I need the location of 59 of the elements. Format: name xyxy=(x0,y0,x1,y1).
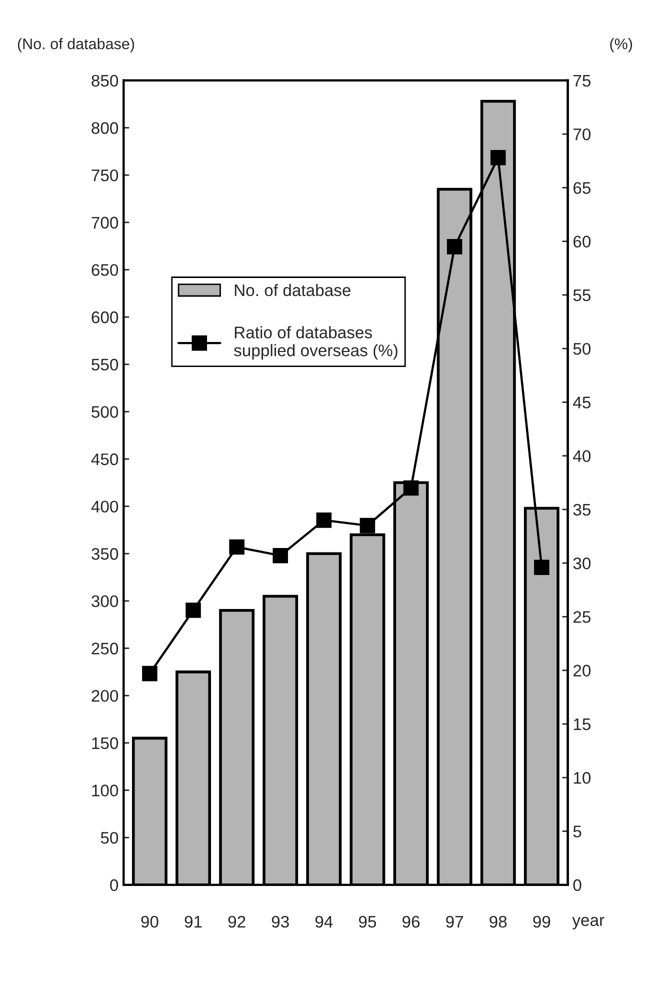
x-tick-label: 94 xyxy=(315,916,333,928)
x-tick-label: 99 xyxy=(533,916,550,928)
point xyxy=(316,512,332,528)
y2-tick-label: 15 xyxy=(574,718,590,730)
point xyxy=(446,239,462,254)
y-tick-label: 50 xyxy=(100,832,118,844)
x-axis-title: year xyxy=(572,916,604,930)
y-tick-label: 250 xyxy=(92,642,118,654)
y-tick-label: 150 xyxy=(92,737,118,750)
y2-tick-label: 75 xyxy=(574,75,590,87)
y-tick-label: 350 xyxy=(92,548,118,560)
point xyxy=(490,150,506,166)
y2-tick-label: 5 xyxy=(573,826,582,838)
point xyxy=(272,548,288,564)
y-tick-label: 850 xyxy=(92,74,118,87)
y2-axis-title: (%) xyxy=(610,38,632,52)
x-tick-label: 92 xyxy=(228,916,246,928)
legend-label: Ratio of databases supplied overseas (%) xyxy=(234,326,398,360)
y2-tick-label: 30 xyxy=(573,557,591,570)
y2-tick-label: 25 xyxy=(574,611,590,623)
y2-tick-label: 35 xyxy=(573,504,590,516)
x-tick-label: 95 xyxy=(358,916,376,928)
y2-tick-label: 65 xyxy=(574,182,590,194)
point xyxy=(186,602,201,618)
y-tick-label: 300 xyxy=(92,595,118,608)
y-tick-label: 700 xyxy=(92,216,118,229)
y-tick-label: 600 xyxy=(92,311,118,324)
y2-tick-label: 40 xyxy=(573,450,591,462)
y-tick-label: 500 xyxy=(92,406,118,418)
y-tick-label: 550 xyxy=(92,358,118,371)
x-tick-label: 96 xyxy=(402,916,420,928)
y2-tick-label: 50 xyxy=(573,342,591,355)
y2-tick-label: 20 xyxy=(574,664,591,677)
y2-tick-label: 45 xyxy=(573,396,590,408)
x-tick-label: 97 xyxy=(446,916,463,928)
y2-tick-label: 10 xyxy=(574,772,591,784)
point xyxy=(403,480,419,496)
point xyxy=(360,518,376,534)
y-tick-label: 100 xyxy=(92,784,118,796)
x-tick-label: 98 xyxy=(490,916,507,928)
y2-tick-label: 60 xyxy=(574,236,591,248)
point xyxy=(534,560,550,576)
point xyxy=(142,666,158,682)
y2-tick-label: 55 xyxy=(573,290,590,302)
x-tick-label: 93 xyxy=(272,916,289,928)
y2-tick-label: 70 xyxy=(574,128,591,140)
x-tick-label: 90 xyxy=(141,916,158,928)
y-tick-label: 650 xyxy=(92,264,118,276)
y-tick-label: 0 xyxy=(110,879,118,892)
y-tick-label: 200 xyxy=(92,690,118,702)
point xyxy=(229,539,244,555)
y2-tick-label: 0 xyxy=(573,879,582,892)
y-axis-title: (No. of database) xyxy=(18,38,134,52)
y-tick-label: 450 xyxy=(91,453,118,466)
y-tick-label: 400 xyxy=(91,500,118,513)
y-tick-label: 800 xyxy=(92,122,118,134)
x-tick-label: 91 xyxy=(184,916,202,928)
legend-label: No. of database xyxy=(234,284,350,296)
y-tick-label: 750 xyxy=(92,169,118,182)
